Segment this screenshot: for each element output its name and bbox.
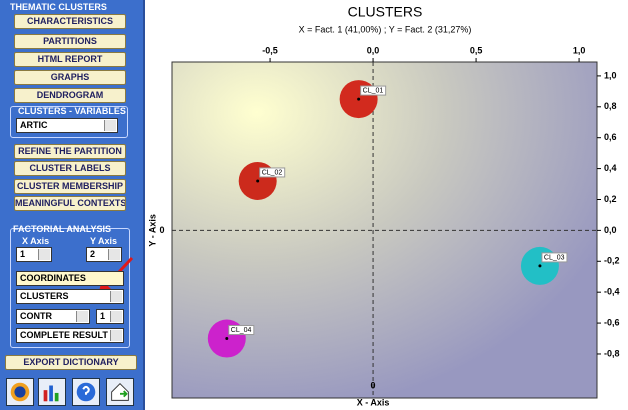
label-box — [228, 325, 255, 336]
x-tick-label: 0,5 — [470, 45, 483, 55]
label-box — [259, 167, 286, 178]
point-center — [225, 337, 229, 341]
sidebar: THEMATIC CLUSTERS CHARACTERISTICS PARTITIO… — [0, 0, 145, 410]
y-tick-label: 0,4 — [604, 163, 617, 173]
y-tick-label: 0,6 — [604, 132, 617, 142]
x-tick-label: -0,5 — [262, 45, 278, 55]
point-center — [256, 179, 260, 183]
icon-button[interactable] — [38, 378, 66, 406]
x-axis-title: X - Axis — [357, 397, 390, 407]
point-center — [357, 97, 361, 101]
label-box — [541, 252, 568, 263]
dropdown[interactable]: 1 — [16, 247, 52, 262]
x-tick-label: 0,0 — [367, 45, 380, 55]
chart: CLUSTERS X = Fact. 1 (41,00%) ; Y = Fact… — [147, 4, 620, 408]
dropdown[interactable]: ARTIC — [16, 118, 118, 133]
x-tick-label: 1,0 — [573, 45, 586, 55]
button[interactable]: PARTITIONS — [14, 34, 126, 49]
button[interactable]: CLUSTER LABELS — [14, 161, 126, 176]
button[interactable]: EXPORT DICTIONARY — [5, 355, 137, 370]
icon-button[interactable] — [72, 378, 100, 406]
y-tick-label: 0,0 — [604, 225, 617, 235]
label: Y Axis — [90, 236, 118, 246]
icon-button[interactable] — [6, 378, 34, 406]
group-box — [10, 106, 128, 138]
dropdown[interactable]: CONTR — [16, 309, 90, 324]
y-tick-label: -0,6 — [604, 317, 620, 327]
dropdown[interactable]: 2 — [86, 247, 122, 262]
dropdown[interactable]: CLUSTERS — [16, 289, 124, 304]
button[interactable]: MEANINGFUL CONTEXTS — [14, 196, 126, 211]
button[interactable]: REFINE THE PARTITION — [14, 144, 126, 159]
point-center — [538, 264, 542, 268]
button[interactable]: HTML REPORT — [14, 52, 126, 67]
y-axis-title: Y - Axis — [147, 214, 157, 247]
y-tick-label: -0,4 — [604, 287, 620, 297]
dropdown[interactable]: COMPLETE RESULT — [16, 328, 124, 343]
button[interactable]: CLUSTER MEMBERSHIP — [14, 179, 126, 194]
button[interactable]: GRAPHS — [14, 70, 126, 85]
y-zero-label: 0 — [159, 225, 164, 235]
label: CLUSTERS - VARIABLES — [18, 106, 126, 116]
y-tick-label: 0,8 — [604, 101, 617, 111]
point-label: CL_03 — [544, 254, 565, 261]
label: X Axis — [22, 236, 50, 246]
label-box — [360, 85, 387, 96]
field[interactable]: COORDINATES — [16, 271, 124, 286]
y-tick-label: 0,2 — [604, 194, 617, 204]
icon-button[interactable] — [106, 378, 134, 406]
chart-subtitle: X = Fact. 1 (41,00%) ; Y = Fact. 2 (31,2… — [299, 24, 472, 34]
label: FACTORIAL ANALYSIS — [13, 224, 112, 234]
point-label: CL_02 — [262, 169, 283, 176]
point-label: CL_04 — [231, 327, 252, 334]
label: THEMATIC CLUSTERS — [10, 2, 107, 12]
y-tick-label: -0,8 — [604, 348, 620, 358]
y-tick-label: -0,2 — [604, 256, 620, 266]
group-box — [10, 228, 130, 348]
y-tick-label: 1,0 — [604, 70, 617, 80]
x-zero-label: 0 — [371, 380, 376, 390]
button[interactable]: DENDROGRAM — [14, 88, 126, 103]
chart-title: CLUSTERS — [348, 4, 423, 20]
dropdown[interactable]: 1 — [96, 309, 124, 324]
button[interactable]: CHARACTERISTICS — [14, 14, 126, 29]
point-label: CL_01 — [363, 87, 384, 94]
